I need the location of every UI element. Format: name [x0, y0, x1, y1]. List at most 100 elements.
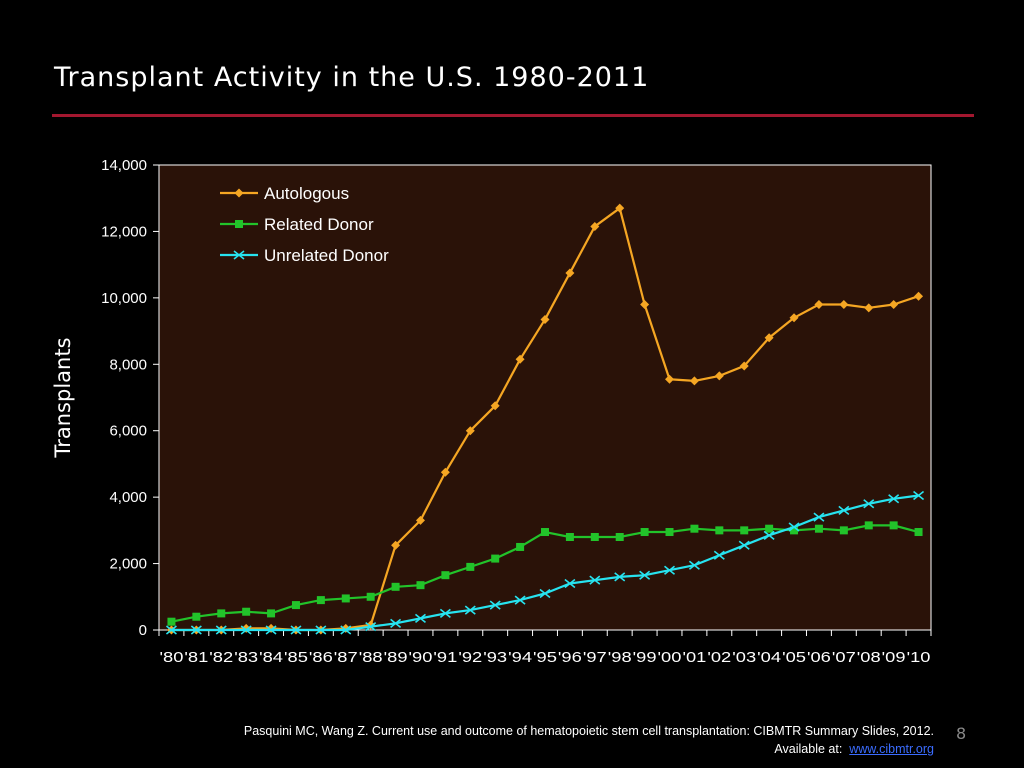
data-point: [540, 314, 550, 324]
data-point: [190, 625, 202, 635]
slide-title: Transplant Activity in the U.S. 1980-201…: [54, 62, 650, 93]
x-tick-label: '07: [832, 649, 856, 666]
data-point: [665, 528, 674, 537]
data-point: [764, 333, 774, 343]
data-point: [240, 625, 252, 635]
x-tick-label: '04: [757, 649, 781, 666]
data-point: [614, 572, 626, 582]
citation: Pasquini MC, Wang Z. Current use and out…: [244, 722, 934, 758]
data-point: [514, 595, 526, 605]
title-divider: [52, 114, 974, 117]
x-tick-label: '84: [259, 649, 283, 666]
y-tick-label: 0: [139, 622, 147, 639]
legend-label: Related Donor: [264, 215, 374, 234]
data-point: [888, 494, 900, 504]
y-tick-label: 8,000: [109, 356, 147, 373]
y-tick-label: 12,000: [101, 223, 147, 240]
data-point: [439, 608, 451, 619]
citation-link[interactable]: www.cibmtr.org: [849, 742, 934, 756]
data-point: [839, 526, 848, 535]
y-tick-label: 14,000: [101, 157, 147, 174]
data-point: [290, 625, 302, 635]
x-tick-label: '82: [209, 649, 233, 666]
data-point: [315, 625, 327, 635]
data-point: [516, 542, 525, 551]
citation-prefix: Available at:: [774, 742, 843, 756]
citation-availability: Available at: www.cibmtr.org: [244, 740, 934, 758]
x-tick-label: '00: [658, 649, 682, 666]
data-point: [565, 533, 574, 541]
x-tick-label: '97: [583, 649, 607, 666]
data-point: [414, 613, 426, 623]
data-point: [366, 592, 375, 601]
data-point: [889, 521, 898, 530]
data-point: [914, 291, 924, 301]
data-point: [415, 515, 425, 525]
data-point: [515, 354, 525, 364]
x-tick-label: '03: [732, 649, 756, 666]
data-point: [165, 625, 177, 635]
data-point: [391, 540, 401, 550]
x-tick-label: '98: [608, 649, 632, 666]
x-tick-label: '91: [433, 649, 457, 666]
x-tick-label: '08: [857, 649, 881, 666]
x-tick-label: '96: [558, 649, 582, 666]
data-point: [541, 528, 549, 537]
data-point: [489, 600, 501, 610]
data-point: [914, 528, 923, 537]
x-tick-label: '85: [284, 649, 308, 666]
x-tick-label: '86: [309, 649, 333, 666]
data-point: [539, 588, 551, 599]
data-point: [715, 526, 724, 535]
data-point: [863, 499, 875, 509]
y-tick-label: 2,000: [109, 556, 147, 573]
data-point: [192, 612, 201, 621]
data-point: [440, 467, 450, 477]
data-point: [689, 376, 699, 386]
x-tick-label: '92: [458, 649, 482, 666]
data-point: [242, 607, 251, 616]
data-point: [490, 401, 500, 411]
x-tick-label: '90: [409, 649, 433, 666]
data-point: [590, 533, 599, 541]
data-point: [839, 300, 849, 309]
data-point: [291, 601, 300, 610]
legend-marker: [235, 220, 243, 228]
data-point: [340, 625, 352, 635]
data-point: [267, 609, 276, 618]
x-tick-label: '93: [483, 649, 507, 666]
data-point: [391, 582, 400, 591]
data-point: [615, 203, 625, 213]
data-point: [664, 565, 676, 575]
x-tick-label: '09: [882, 649, 906, 666]
legend-label: Unrelated Donor: [264, 246, 389, 265]
x-tick-label: '02: [707, 649, 731, 666]
data-point: [217, 609, 226, 618]
data-point: [466, 562, 475, 571]
data-point: [341, 594, 350, 603]
x-tick-label: '95: [533, 649, 557, 666]
data-point: [615, 533, 624, 541]
data-point: [167, 617, 176, 626]
data-point: [739, 361, 749, 371]
data-point: [913, 490, 925, 501]
data-point: [688, 560, 700, 570]
x-tick-label: '94: [508, 649, 532, 666]
data-point: [639, 570, 651, 580]
data-point: [763, 530, 775, 540]
y-tick-label: 10,000: [101, 290, 147, 307]
legend-label: Autologous: [264, 184, 349, 203]
y-axis-label: Transplants: [51, 337, 75, 458]
data-point: [465, 426, 475, 436]
data-point: [713, 550, 725, 560]
data-point: [564, 578, 576, 589]
data-point: [813, 512, 825, 522]
data-point: [738, 540, 750, 550]
data-point: [838, 505, 850, 516]
x-tick-label: '05: [782, 649, 806, 666]
line-chart: 0 2,000 4,000 6,000 8,000 10,000 12,000 14,000 '…: [51, 157, 932, 666]
data-point: [390, 618, 402, 628]
data-point: [889, 300, 899, 309]
y-tick-label: 4,000: [109, 489, 147, 506]
data-point: [464, 605, 476, 615]
